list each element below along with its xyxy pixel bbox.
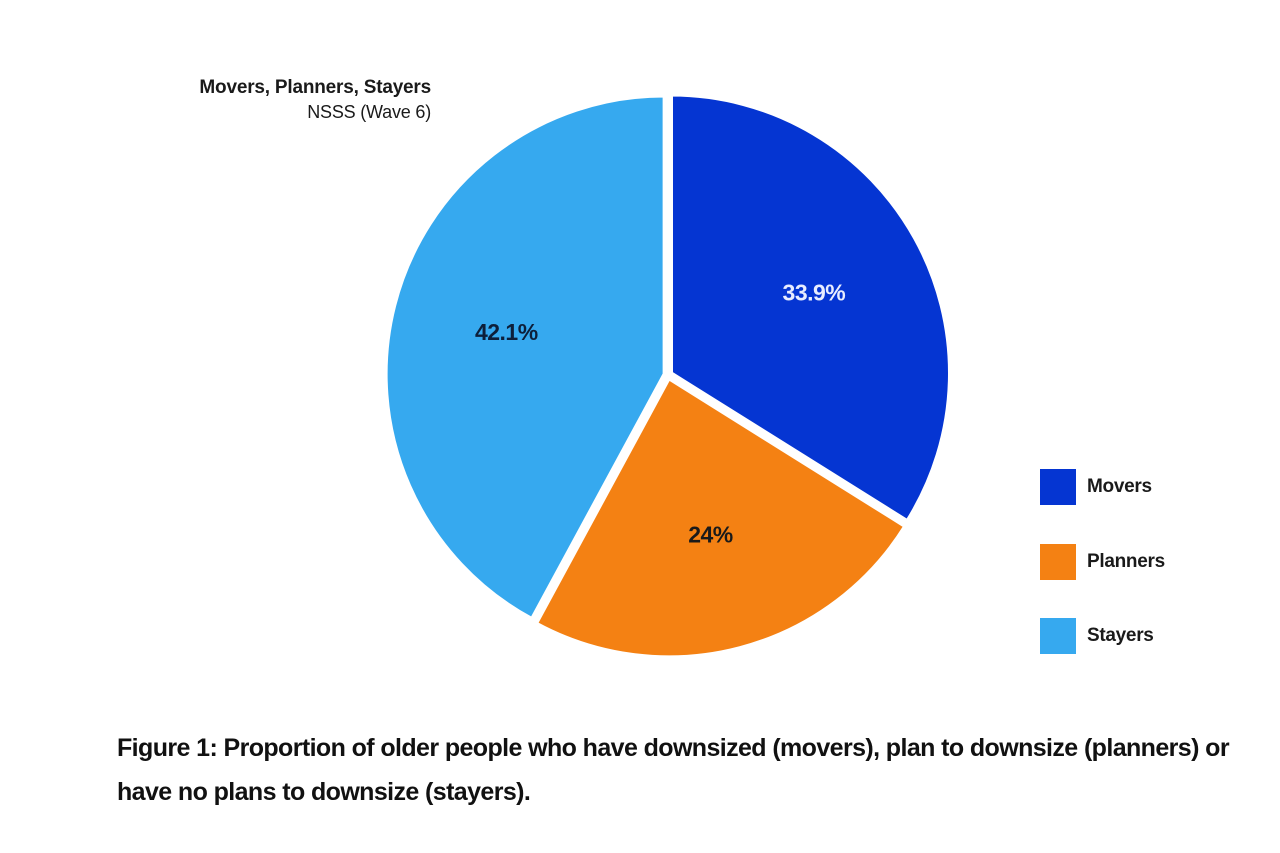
data-label-movers: 33.9% xyxy=(783,279,846,305)
figure-caption: Figure 1: Proportion of older people who… xyxy=(117,734,1230,806)
pie-slices xyxy=(384,93,951,659)
pie-slice-stayers xyxy=(384,94,666,621)
pie-chart: 33.9% 24% 42.1% xyxy=(384,93,951,659)
legend-item-movers: Movers xyxy=(1040,469,1260,505)
data-label-planners: 24% xyxy=(688,521,733,547)
legend-swatch-movers xyxy=(1040,469,1076,505)
chart-title: Movers, Planners, Stayers xyxy=(199,77,431,98)
legend-label-planners: Planners xyxy=(1087,551,1165,572)
legend-label-stayers: Stayers xyxy=(1087,625,1154,646)
legend-item-planners: Planners xyxy=(1040,544,1260,580)
legend-item-stayers: Stayers xyxy=(1040,618,1260,654)
legend-swatch-stayers xyxy=(1040,618,1076,654)
data-label-stayers: 42.1% xyxy=(475,319,538,345)
chart-title-block: Movers, Planners, Stayers NSSS (Wave 6) xyxy=(199,76,431,124)
legend-label-movers: Movers xyxy=(1087,476,1152,497)
pie-slice-planners xyxy=(534,376,907,659)
chart-area: Movers, Planners, Stayers NSSS (Wave 6) … xyxy=(199,76,1260,659)
legend-swatch-planners xyxy=(1040,544,1076,580)
pie-data-labels: 33.9% 24% 42.1% xyxy=(475,279,846,547)
pie-slice-movers xyxy=(669,93,951,523)
chart-subtitle: NSSS (Wave 6) xyxy=(307,102,431,122)
